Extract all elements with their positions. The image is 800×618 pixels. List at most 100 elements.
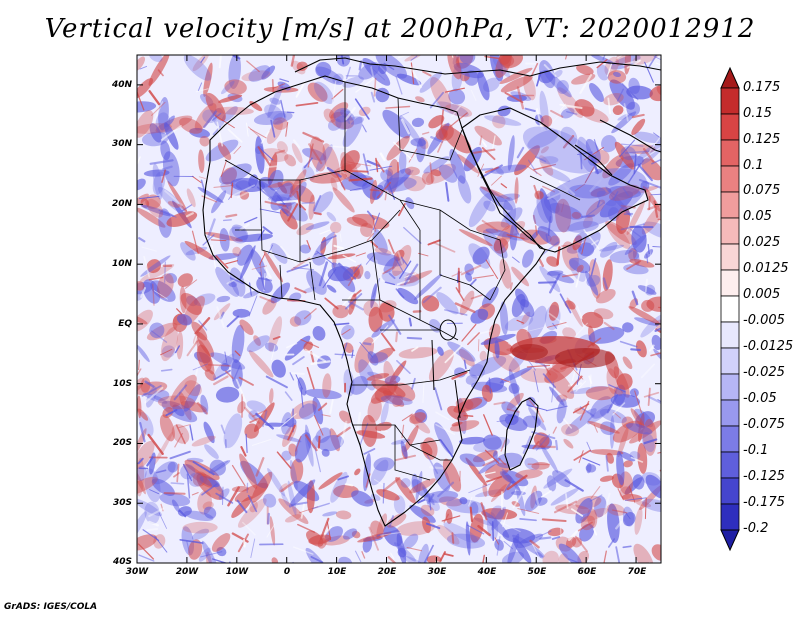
field-streak (536, 108, 543, 129)
field-streak (573, 449, 592, 461)
field-blob (599, 408, 627, 424)
field-blob (449, 149, 466, 184)
field-blob (642, 221, 661, 240)
field-blob (422, 437, 438, 460)
field-blob (284, 514, 301, 523)
field-streak (150, 330, 168, 343)
field-blob (558, 543, 582, 563)
field-blob (296, 61, 308, 72)
madagascar-coastline (504, 397, 539, 471)
field-streak (494, 537, 499, 545)
field-blob (547, 527, 564, 537)
field-streak (224, 351, 228, 363)
field-blob (436, 292, 459, 315)
field-streak (397, 251, 404, 265)
field-blob (145, 194, 161, 209)
field-streak (443, 513, 450, 523)
field-streak (375, 159, 385, 173)
field-streak (139, 65, 148, 70)
field-streak (359, 342, 374, 358)
field-blob (397, 287, 419, 305)
field-blob (422, 516, 431, 534)
field-streak (341, 328, 351, 336)
colorbar-box (720, 191, 740, 219)
field-blob (161, 400, 198, 423)
field-streak (579, 400, 590, 421)
field-blob (149, 322, 165, 339)
field-streak (498, 457, 506, 466)
field-blob (304, 388, 342, 400)
field-blob (614, 386, 623, 396)
field-blob (198, 547, 211, 562)
field-streak (307, 143, 314, 168)
field-streak (280, 245, 298, 266)
field-blob (312, 326, 326, 341)
field-streak (355, 550, 362, 563)
field-streak (143, 255, 150, 278)
field-blob (221, 106, 238, 123)
field-blob (433, 462, 451, 492)
field-blob (531, 461, 550, 470)
field-streak (403, 226, 422, 244)
field-blob (403, 175, 426, 192)
field-blob (297, 377, 307, 396)
colorbar-label: 0.0125 (743, 261, 789, 276)
field-blob (631, 118, 646, 136)
field-streak (295, 435, 302, 452)
x-label-10w: 10W (225, 567, 249, 577)
y-label-20n: 20N (111, 199, 132, 209)
field-blob (644, 249, 654, 259)
field-blob (356, 430, 386, 439)
field-blob (198, 149, 205, 173)
iran-coast (599, 119, 661, 153)
field-blob (327, 253, 356, 260)
x-label-70e: 70E (627, 567, 647, 577)
field-streak (655, 328, 661, 334)
field-blob (294, 432, 312, 463)
field-streak (272, 335, 281, 340)
field-blob (273, 117, 288, 131)
field-blob (149, 55, 163, 63)
field-blob (323, 108, 336, 123)
field-streak (336, 426, 351, 438)
field-blob (193, 293, 216, 306)
field-blob (399, 115, 424, 147)
field-streak (317, 402, 328, 412)
field-blob (527, 305, 547, 340)
field-blob (157, 273, 174, 299)
field-streak (534, 225, 538, 236)
field-streak (427, 239, 441, 246)
field-blob (637, 285, 657, 295)
x-label-30w: 30W (125, 567, 149, 577)
field-streak (317, 435, 321, 449)
field-streak (368, 526, 380, 551)
field-blob (367, 397, 382, 423)
field-streak (351, 349, 354, 359)
field-streak (382, 266, 395, 275)
field-streak (534, 156, 547, 163)
field-streak (650, 193, 661, 196)
colorbar-box (720, 425, 740, 453)
field-streak (410, 62, 415, 85)
field-streak (139, 422, 146, 443)
field-blob (296, 222, 314, 236)
field-blob (526, 396, 536, 408)
field-streak (237, 191, 249, 199)
field-streak (535, 530, 552, 539)
field-streak (252, 409, 268, 417)
field-streak (589, 179, 602, 193)
field-blob (137, 290, 143, 301)
field-streak (426, 454, 439, 474)
x-label-60e: 60E (577, 567, 597, 577)
field-streak (591, 239, 599, 246)
field-blob (640, 313, 661, 338)
field-streak (590, 258, 597, 277)
field-blob (150, 280, 176, 302)
field-streak (574, 322, 588, 338)
field-streak (339, 233, 342, 242)
field-blob (500, 301, 509, 335)
field-streak (506, 408, 520, 413)
field-blob (137, 207, 166, 228)
field-blob (284, 154, 297, 167)
field-blob (209, 459, 226, 476)
